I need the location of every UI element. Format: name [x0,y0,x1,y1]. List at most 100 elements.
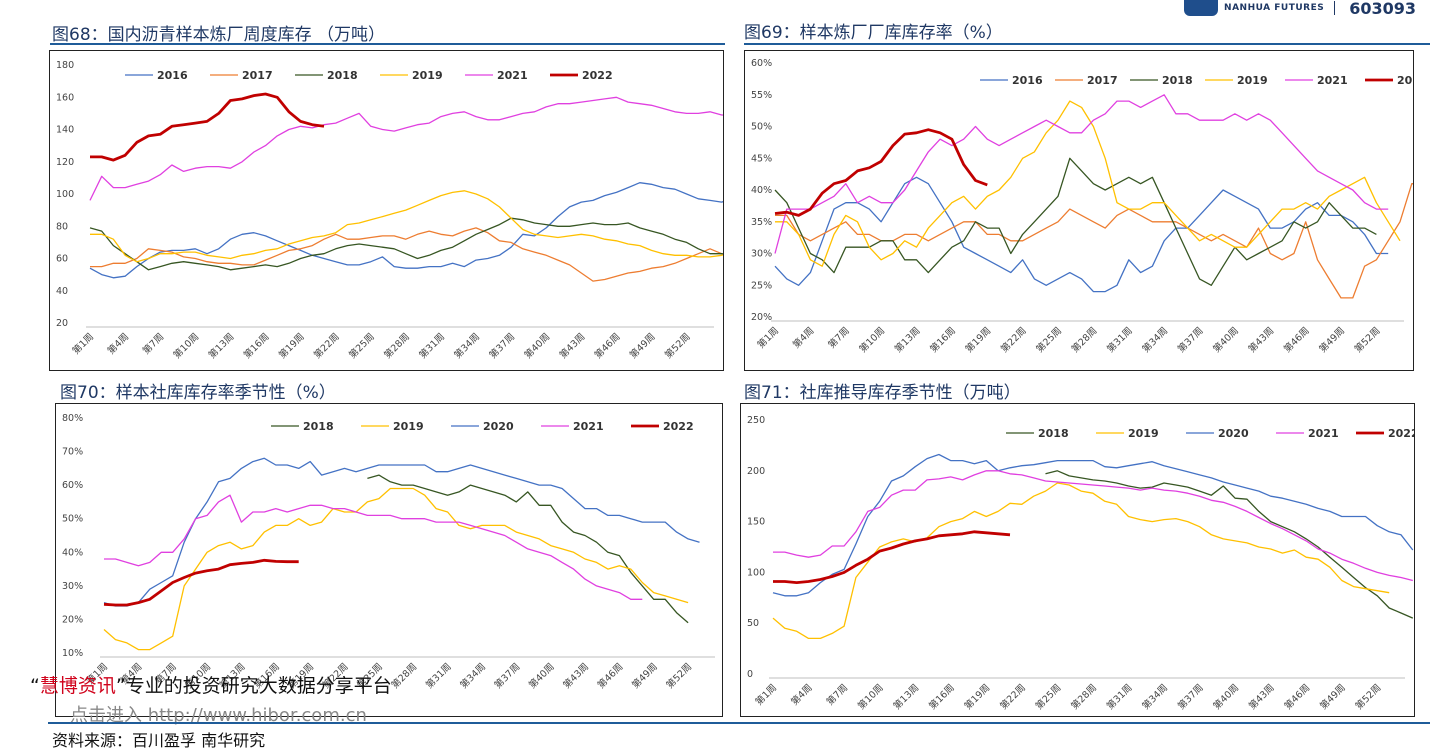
fig71-legend-label-2022: 2022 [1388,427,1414,440]
fig69-series-2018 [774,157,1377,286]
fig71-series-2020 [772,453,1414,597]
fig69-xtick-label: 第4周 [790,325,816,351]
fig69-series-2016 [774,176,1389,293]
fig69-ytick-label: 20% [751,312,772,323]
fig70-legend-label-2022: 2022 [663,420,694,433]
fig71-ytick-label: 200 [747,466,765,477]
fig68-title: 图68：国内沥青样本炼厂周度库存 （万吨） [52,25,386,45]
quote-close: ” [115,675,126,697]
fig69-ytick-label: 50% [751,122,772,133]
fig69-xtick-label: 第43周 [1246,325,1276,355]
fig69-xtick-label: 第22周 [998,325,1028,355]
watermark-slogan-text: 专业的投资研究大数据分享平台 [125,675,392,697]
footer-divider [48,722,1430,724]
fig68-xtick-label: 第16周 [241,331,271,361]
fig68-series-2018 [89,217,723,271]
brand-logo: NANHUA FUTURES 603093 [1184,0,1440,18]
fig69-title: 图69：样本炼厂厂库库存率（%） [744,23,1003,43]
fig71-ytick-label: 0 [747,669,753,680]
fig71-legend-label-2020: 2020 [1218,427,1249,440]
fig71-xtick-label: 第49周 [1317,682,1347,712]
fig68-svg: 20 40 60 80 100 120 140 160 180 第1周 第4周 第7周 第10周 第13周… [56,60,723,361]
fig69-legend-label-2019: 2019 [1237,74,1268,87]
fig70-ytick-label: 30% [62,581,83,592]
fig69-xtick-label: 第37周 [1175,325,1205,355]
fig71-ytick-label: 250 [747,415,765,426]
fig70-svg: 10%20%30%40%50%60%70%80%第1周 第4周 第7周 第10周 第13… [62,413,715,691]
fig71-series-2018 [1045,470,1414,619]
fig68-ytick-label: 160 [56,92,74,103]
fig68-xtick-label: 第40周 [522,331,552,361]
stock-code: 603093 [1349,0,1416,18]
fig68-ytick-label: 140 [56,125,74,136]
fig69-chart-panel: 20% 25% 30% 35% 40% 45% 50% 55% 60% 第1周 第4周 第7周 第10周… [744,50,1414,371]
fig69-legend-label-2021: 2021 [1317,74,1348,87]
watermark-slogan: “慧博资讯”专业的投资研究大数据分享平台 [30,671,392,698]
fig70-ytick-label: 10% [62,648,83,659]
fig69-series-2019 [775,100,1401,267]
fig69-title-underline [744,43,1430,45]
fig68-chart-panel: 20 40 60 80 100 120 140 160 180 第1周 第4周 第7周 第10周 第13周… [49,50,724,371]
fig68-legend-label-2021: 2021 [497,69,528,82]
fig70-legend-label-2019: 2019 [393,420,424,433]
brand-english-name: NANHUA FUTURES [1224,3,1325,13]
fig68-series-2021 [89,96,723,201]
fig71-xtick-label: 第37周 [1175,682,1205,712]
fig70-ytick-label: 70% [62,447,83,458]
fig71-ytick-label: 50 [747,618,759,629]
fig68-ytick-label: 120 [56,157,74,168]
fig70-series-2018 [367,474,689,624]
fig71-xtick-label: 第10周 [855,682,885,712]
fig68-xtick-label: 第22周 [311,331,341,361]
fig68-xtick-label: 第1周 [70,331,96,357]
logo-divider [1334,1,1336,15]
fig71-xtick-label: 第40周 [1211,682,1241,712]
fig68-xtick-label: 第52周 [662,331,692,361]
fig69-legend-label-2018: 2018 [1162,74,1193,87]
fig69-ytick-label: 60% [751,58,772,69]
fig70-legend-label-2021: 2021 [573,420,604,433]
fig70-ytick-label: 60% [62,480,83,491]
quote-open: “ [30,675,40,697]
fig71-title: 图71：社库推导库存季节性（万吨） [744,383,1021,403]
fig69-series-2017 [775,183,1413,299]
fig69-series-2021 [774,94,1389,254]
fig68-series-2022 [90,92,325,162]
fig68-xtick-label: 第7周 [140,331,166,357]
fig70-xtick-label: 第28周 [389,661,419,691]
fig68-xtick-label: 第43周 [557,331,587,361]
source-note: 资料来源：百川盈孚 南华研究 [52,731,266,750]
fig69-ytick-label: 35% [751,217,772,228]
fig71-xtick-label: 第52周 [1353,682,1383,712]
fig71-xtick-label: 第43周 [1246,682,1276,712]
fig71-xtick-label: 第34周 [1140,682,1170,712]
fig70-xtick-label: 第34周 [458,661,488,691]
fig70-xtick-label: 第37周 [492,661,522,691]
fig69-xtick-label: 第19周 [963,325,993,355]
fig69-xtick-label: 第52周 [1352,325,1382,355]
fig71-ytick-label: 100 [747,567,765,578]
fig71-xtick-label: 第16周 [926,682,956,712]
fig69-xtick-label: 第49周 [1317,325,1347,355]
fig71-xtick-label: 第7周 [824,682,850,708]
fig71-legend-label-2018: 2018 [1038,427,1069,440]
fig68-legend-label-2022: 2022 [582,69,613,82]
fig68-ytick-label: 180 [56,60,74,71]
fig71-xtick-label: 第1周 [753,682,779,708]
fig69-xtick-label: 第10周 [857,325,887,355]
fig71-xtick-label: 第46周 [1282,682,1312,712]
fig68-series-2019 [90,190,723,263]
fig68-xtick-label: 第31周 [417,331,447,361]
fig69-xtick-label: 第31周 [1104,325,1134,355]
watermark-link[interactable]: 点击进入 http://www.hibor.com.cn [70,705,367,726]
nanhua-logo-icon [1184,0,1219,16]
fig69-xtick-label: 第16周 [928,325,958,355]
fig68-ytick-label: 40 [56,286,68,297]
fig68-ytick-label: 80 [56,221,68,232]
fig69-xtick-label: 第1周 [755,325,781,351]
watermark-brand: 慧博资讯 [39,675,116,697]
fig68-legend-label-2017: 2017 [242,69,273,82]
fig68-xtick-label: 第10周 [171,331,201,361]
fig70-xtick-label: 第40周 [526,661,556,691]
fig69-legend-label-2017: 2017 [1087,74,1118,87]
